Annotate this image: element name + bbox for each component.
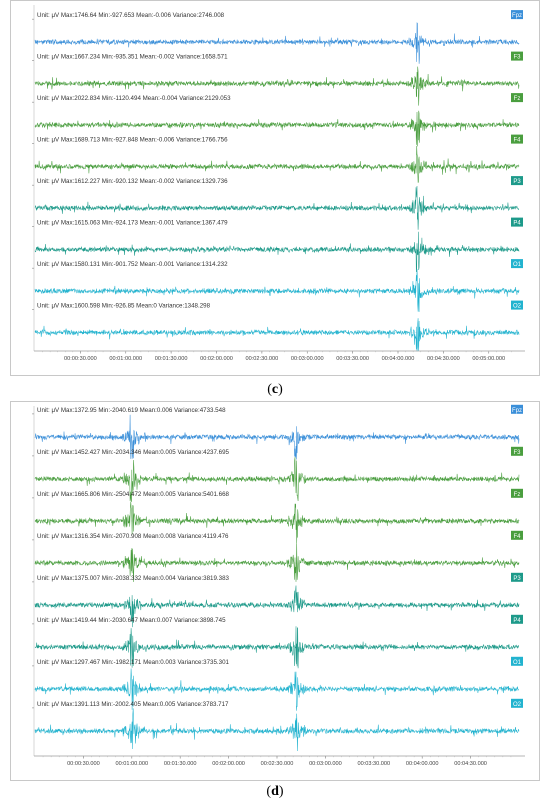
x-tick-label: 00:03:00.000: [291, 356, 324, 362]
channel-stats: Unit: μV Max:1297.467 Min:-1982.171 Mean…: [37, 659, 230, 666]
x-tick-label: 00:02:30.000: [246, 356, 279, 362]
channel-stats: Unit: μV Max:1375.007 Min:-2038.332 Mean…: [37, 575, 230, 582]
signal-trace-f4: [34, 543, 520, 583]
channel-name: O1: [513, 660, 522, 666]
signal-trace-fpz: [34, 22, 520, 64]
signal-trace-f3: [34, 66, 520, 106]
signal-trace-f3: [34, 457, 520, 502]
signal-trace-fpz: [34, 414, 520, 460]
channel-stats: Unit: μV Max:1372.95 Min:-2040.619 Mean:…: [37, 407, 226, 414]
channel-name: O2: [513, 702, 522, 708]
channel-stats: Unit: μV Max:1615.063 Min:-924.173 Mean:…: [37, 220, 228, 227]
channel-stats: Unit: μV Max:1746.64 Min:-927.653 Mean:-…: [37, 12, 225, 19]
channel-stats: Unit: μV Max:1316.354 Min:-2070.908 Mean…: [37, 533, 229, 540]
channel-stats: Unit: μV Max:1600.598 Min:-926.85 Mean:0…: [37, 303, 211, 310]
x-tick-label: 00:01:00.000: [109, 356, 142, 362]
channel-name: P3: [513, 576, 521, 582]
channel-stats: Unit: μV Max:1665.806 Min:-2504.472 Mean…: [37, 491, 230, 498]
channel-badge: F3: [511, 51, 523, 61]
channel-badge: Fpz: [511, 10, 523, 20]
x-tick-label: 00:02:00.000: [212, 761, 245, 767]
channel-name: Fpz: [512, 408, 522, 414]
channel-badge: P3: [511, 572, 523, 582]
x-tick-label: 00:01:00.000: [115, 761, 148, 767]
x-tick-label: 00:02:00.000: [200, 356, 233, 362]
channel-stats: Unit: μV Max:1667.234 Min:-935.351 Mean:…: [37, 54, 228, 61]
channel-name: P4: [513, 221, 521, 227]
channel-badge: O1: [511, 259, 523, 269]
signal-trace-o1: [34, 268, 520, 312]
signal-trace-p3: [34, 185, 520, 230]
x-tick-label: 00:04:00.000: [406, 761, 439, 767]
x-tick-label: 00:00:30.000: [64, 356, 97, 362]
channel-name: F4: [513, 534, 521, 540]
channel-stats: Unit: μV Max:1580.131 Min:-901.752 Mean:…: [37, 261, 228, 268]
channel-badge: O2: [511, 300, 523, 310]
x-tick-label: 00:04:30.000: [427, 356, 460, 362]
channel-name: P4: [513, 618, 521, 624]
channel-stats: Unit: μV Max:2022.834 Min:-1120.494 Mean…: [37, 95, 231, 102]
channel-name: F4: [513, 138, 521, 144]
channel-badge: F4: [511, 530, 523, 540]
channel-name: Fz: [514, 96, 521, 102]
channel-stats: Unit: μV Max:1419.44 Min:-2030.647 Mean:…: [37, 617, 226, 624]
x-tick-label: 00:04:30.000: [454, 761, 487, 767]
channel-badge: P4: [511, 614, 523, 624]
signal-trace-p3: [34, 585, 520, 628]
channel-name: O1: [513, 262, 522, 268]
signal-trace-fz: [34, 501, 520, 544]
channel-badge: P4: [511, 217, 523, 227]
signal-trace-o2: [34, 318, 520, 352]
channel-badge: F4: [511, 134, 523, 144]
signal-trace-p4: [34, 231, 520, 273]
x-tick-label: 00:01:30.000: [155, 356, 188, 362]
x-tick-label: 00:00:30.000: [67, 761, 100, 767]
channel-name: F3: [513, 450, 521, 456]
signal-trace-p4: [34, 626, 519, 669]
x-tick-label: 00:02:30.000: [261, 761, 294, 767]
eeg-panel-c: Unit: μV Max:1746.64 Min:-927.653 Mean:-…: [10, 0, 540, 376]
eeg-panel-d: Unit: μV Max:1372.95 Min:-2040.619 Mean:…: [10, 401, 540, 781]
panel-label-d: (d): [266, 784, 284, 799]
x-tick-label: 00:01:30.000: [164, 761, 197, 767]
channel-badge: O1: [511, 656, 523, 666]
channel-badge: Fz: [511, 93, 523, 103]
x-tick-label: 00:03:00.000: [309, 761, 342, 767]
x-tick-label: 00:05:00.000: [472, 356, 505, 362]
channel-name: Fpz: [512, 13, 522, 19]
signal-trace-o1: [34, 668, 520, 711]
channel-name: P3: [513, 179, 521, 185]
channel-badge: Fz: [511, 488, 523, 498]
x-tick-label: 00:04:00.000: [382, 356, 415, 362]
channel-badge: F3: [511, 446, 523, 456]
channel-name: O2: [513, 304, 522, 310]
panel-label-c: (c): [267, 382, 283, 397]
channel-stats: Unit: μV Max:1689.713 Min:-927.848 Mean:…: [37, 137, 228, 144]
signal-trace-f4: [34, 145, 520, 183]
x-tick-label: 00:03:30.000: [357, 761, 390, 767]
signal-trace-o2: [34, 708, 520, 752]
eeg-chart-d: Unit: μV Max:1372.95 Min:-2040.619 Mean:…: [32, 404, 525, 767]
channel-badge: Fpz: [511, 404, 523, 414]
channel-badge: P3: [511, 176, 523, 186]
channel-badge: O2: [511, 698, 523, 708]
channel-name: Fz: [514, 492, 521, 498]
eeg-chart-c: Unit: μV Max:1746.64 Min:-927.653 Mean:-…: [32, 5, 525, 362]
channel-stats: Unit: μV Max:1612.227 Min:-920.132 Mean:…: [37, 178, 228, 185]
x-tick-label: 00:03:30.000: [336, 356, 369, 362]
signal-trace-fz: [34, 110, 520, 147]
channel-name: F3: [513, 55, 521, 61]
channel-stats: Unit: μV Max:1452.427 Min:-2034.346 Mean…: [37, 449, 230, 456]
channel-stats: Unit: μV Max:1391.113 Min:-2002.405 Mean…: [37, 701, 229, 708]
